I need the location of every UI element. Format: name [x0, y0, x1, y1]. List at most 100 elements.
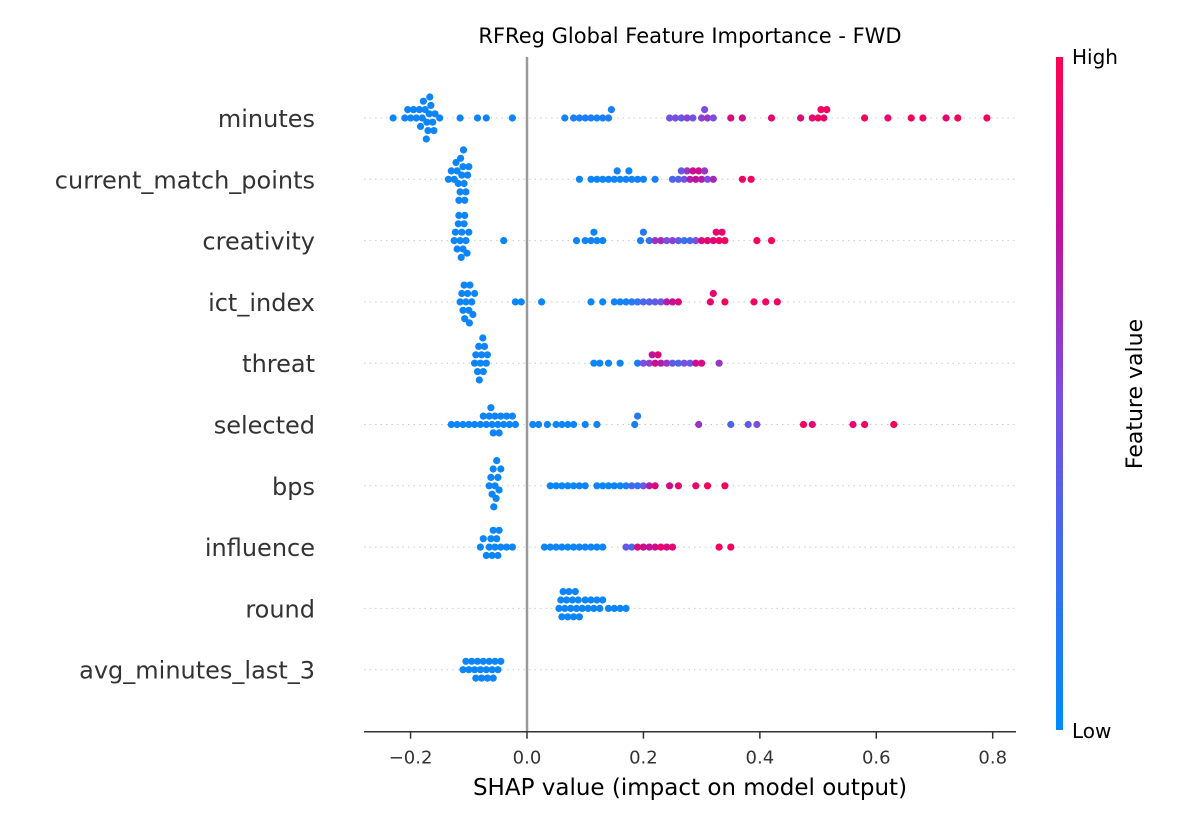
- data-point: [476, 543, 484, 551]
- data-point: [718, 228, 726, 236]
- data-point: [639, 175, 648, 183]
- data-point: [465, 420, 473, 429]
- data-point: [471, 666, 479, 674]
- data-point: [456, 114, 464, 122]
- data-point: [535, 420, 543, 429]
- data-point: [584, 604, 592, 613]
- data-points: [389, 93, 991, 682]
- data-point: [570, 114, 578, 122]
- data-point: [489, 526, 497, 534]
- data-point: [487, 404, 495, 412]
- data-point: [494, 473, 502, 481]
- data-point: [657, 543, 665, 551]
- data-point: [712, 228, 720, 236]
- data-point: [593, 114, 601, 122]
- data-point: [622, 604, 630, 613]
- data-point: [456, 188, 464, 196]
- data-point: [587, 175, 595, 183]
- data-point: [645, 298, 653, 306]
- data-point: [427, 101, 435, 109]
- data-point: [500, 420, 508, 429]
- data-point: [631, 420, 639, 429]
- data-point: [808, 420, 816, 429]
- data-point: [890, 420, 898, 429]
- data-point: [489, 429, 497, 437]
- data-point: [464, 289, 472, 298]
- data-point: [616, 359, 624, 367]
- data-point: [634, 175, 642, 183]
- data-point: [517, 298, 525, 306]
- data-point: [453, 245, 461, 253]
- data-point: [581, 114, 589, 122]
- data-point: [491, 543, 499, 551]
- data-point: [645, 482, 653, 490]
- data-point: [570, 482, 578, 490]
- data-point: [604, 604, 613, 613]
- data-point: [666, 482, 674, 490]
- data-point: [492, 494, 500, 502]
- data-point: [604, 175, 613, 183]
- data-point: [616, 298, 624, 306]
- data-point: [645, 543, 653, 551]
- data-point: [570, 543, 578, 551]
- data-point: [668, 237, 677, 245]
- data-point: [473, 114, 482, 122]
- data-point: [540, 543, 549, 551]
- data-point: [575, 613, 584, 621]
- data-point: [558, 543, 566, 551]
- data-point: [508, 412, 516, 420]
- feature-label: threat: [242, 350, 315, 378]
- data-point: [473, 657, 482, 665]
- x-axis-label: SHAP value (impact on model output): [473, 775, 907, 801]
- data-point: [680, 175, 688, 183]
- feature-labels: minutes current_match_points creativity ict…: [55, 105, 315, 685]
- data-point: [444, 175, 452, 183]
- feature-label: influence: [205, 534, 315, 562]
- data-point: [692, 359, 700, 367]
- data-point: [721, 298, 729, 306]
- data-point: [668, 298, 677, 306]
- data-point: [686, 175, 694, 183]
- data-point: [431, 110, 439, 118]
- data-point: [767, 237, 776, 245]
- data-point: [494, 420, 502, 429]
- data-point: [401, 114, 409, 122]
- data-point: [538, 298, 546, 306]
- data-point: [457, 154, 465, 162]
- data-point: [666, 114, 674, 122]
- data-point: [942, 114, 950, 122]
- data-point: [478, 674, 486, 682]
- data-point: [695, 167, 703, 175]
- data-point: [698, 175, 706, 183]
- data-point: [593, 237, 601, 245]
- data-point: [465, 163, 473, 171]
- data-point: [559, 588, 567, 596]
- data-point: [575, 175, 584, 183]
- data-point: [491, 657, 499, 665]
- data-point: [429, 118, 437, 126]
- feature-label: round: [245, 595, 315, 623]
- data-point: [677, 114, 685, 122]
- data-point: [599, 114, 607, 122]
- data-point: [817, 106, 825, 114]
- data-point: [461, 196, 469, 204]
- data-point: [558, 420, 566, 429]
- data-point: [622, 482, 630, 490]
- data-point: [471, 359, 479, 367]
- data-point: [558, 482, 566, 490]
- data-point: [564, 543, 572, 551]
- data-point: [587, 298, 595, 306]
- data-point: [727, 420, 735, 429]
- data-point: [505, 420, 514, 429]
- data-point: [599, 237, 607, 245]
- data-point: [587, 543, 595, 551]
- data-point: [657, 298, 665, 306]
- data-point: [663, 359, 671, 367]
- data-point: [692, 237, 700, 245]
- data-point: [461, 315, 469, 323]
- data-point: [797, 114, 805, 122]
- colorbar: [1056, 57, 1063, 730]
- data-point: [500, 237, 508, 245]
- data-point: [476, 666, 484, 674]
- data-point: [709, 175, 717, 183]
